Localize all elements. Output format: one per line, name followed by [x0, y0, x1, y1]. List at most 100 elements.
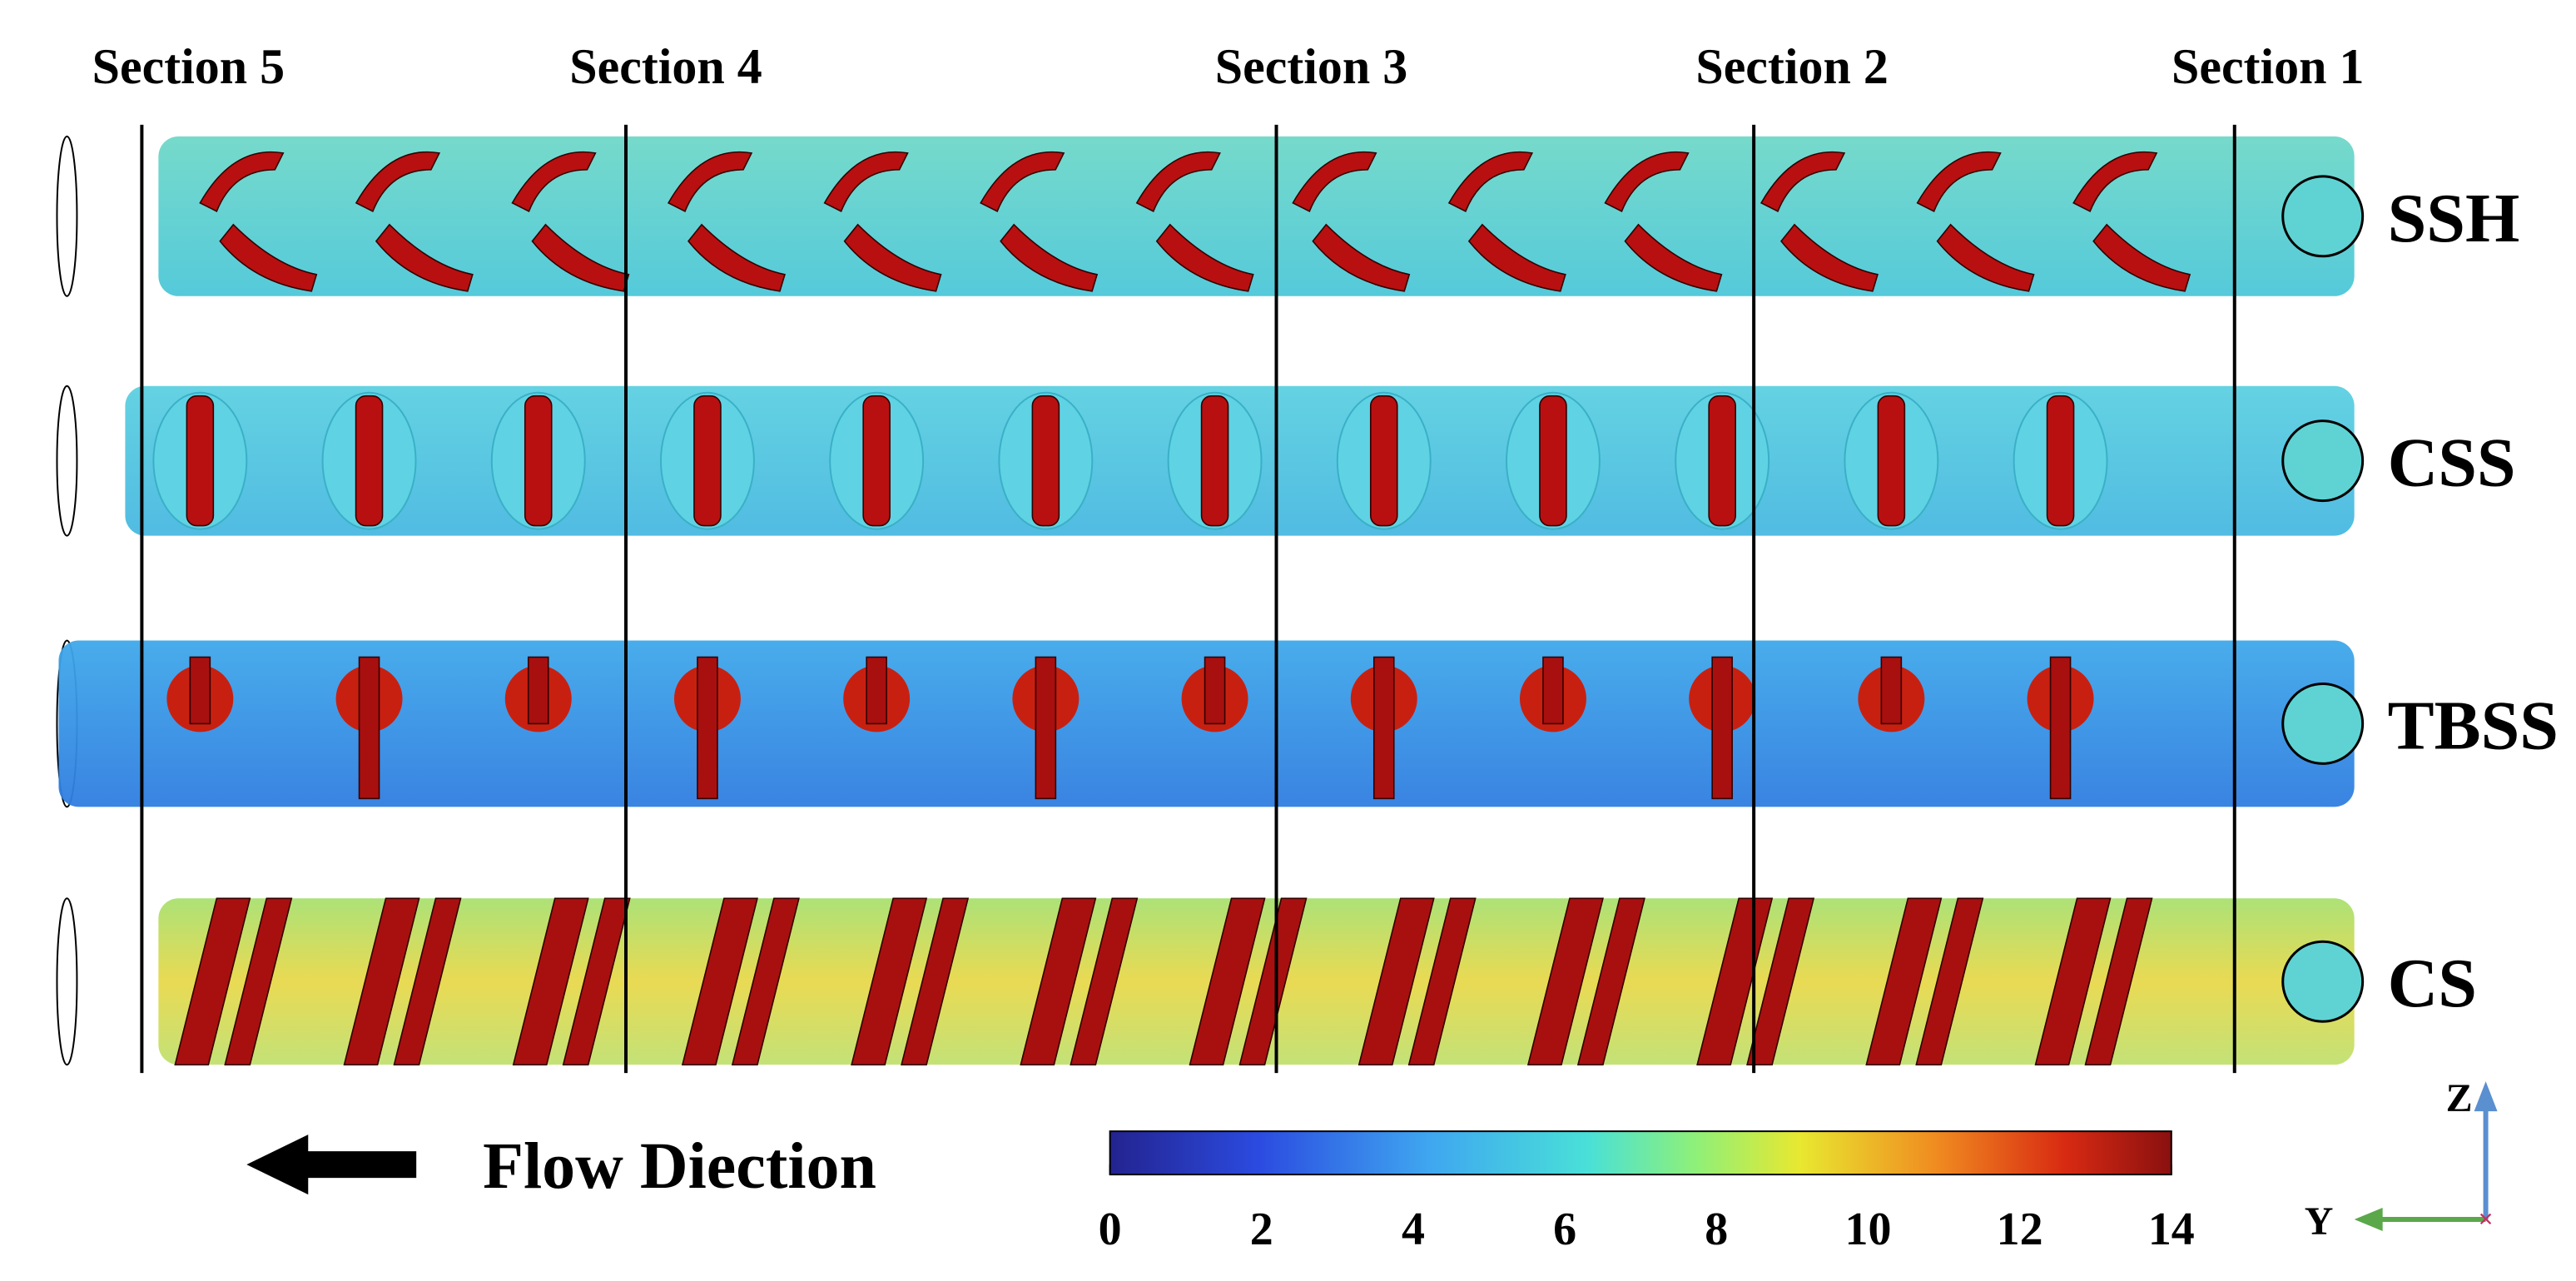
- blade: [1292, 151, 1377, 212]
- z-axis-label: Z: [2446, 1076, 2473, 1120]
- outlet-circle: [2281, 682, 2365, 765]
- blade: [174, 897, 251, 1065]
- colorbar-tick-label: 12: [1997, 1204, 2043, 1255]
- section-label: Section 3: [1215, 39, 1407, 94]
- blade: [1542, 656, 1564, 725]
- colorbar-tick-label: 14: [2148, 1204, 2195, 1255]
- section-label: Section 2: [1695, 39, 1888, 94]
- row-label: TBSS: [2388, 687, 2559, 764]
- blade: [2049, 656, 2072, 800]
- blade: [1746, 897, 1815, 1065]
- blade: [1760, 151, 1846, 212]
- blade: [1357, 897, 1435, 1065]
- inlet-ellipse: [56, 135, 78, 297]
- blade: [511, 151, 597, 212]
- blade: [2084, 897, 2153, 1065]
- section-label: Section 5: [92, 39, 285, 94]
- colorbar-tick-label: 8: [1705, 1204, 1728, 1255]
- blade: [1604, 151, 1690, 212]
- blade: [901, 897, 970, 1065]
- simulation-rows: [56, 135, 2365, 1066]
- section-label: Section 1: [2171, 39, 2364, 94]
- blade: [358, 656, 380, 800]
- inlet-ellipse: [56, 385, 78, 537]
- blade: [1467, 223, 1566, 292]
- blade: [224, 897, 293, 1065]
- blade: [189, 656, 211, 725]
- blade: [1877, 395, 1906, 527]
- colorbar-tick-label: 4: [1402, 1204, 1425, 1255]
- blade: [1865, 897, 1943, 1065]
- blade: [1200, 395, 1229, 527]
- blade: [823, 151, 909, 212]
- blade: [1189, 897, 1266, 1065]
- blade: [866, 656, 887, 725]
- blade: [1916, 151, 2002, 212]
- blade: [1312, 223, 1411, 292]
- blade: [1000, 223, 1099, 292]
- section-label: Section 4: [569, 39, 762, 94]
- blade: [343, 897, 420, 1065]
- blade: [527, 656, 549, 725]
- flow-arrow: [246, 1135, 417, 1195]
- blade: [1204, 656, 1226, 725]
- x-axis-marker: ×: [2478, 1204, 2493, 1234]
- blade: [1372, 656, 1395, 800]
- blade: [219, 223, 318, 292]
- colorbar-tick-label: 0: [1099, 1204, 1122, 1255]
- blade: [687, 223, 786, 292]
- blade: [843, 223, 942, 292]
- blade: [667, 151, 753, 212]
- blade: [355, 151, 441, 212]
- blade: [2046, 395, 2075, 527]
- blade: [562, 897, 631, 1065]
- blade: [1238, 897, 1308, 1065]
- row-label: CS: [2388, 945, 2477, 1022]
- blade: [512, 897, 589, 1065]
- blade: [1880, 656, 1903, 725]
- blade: [2092, 223, 2191, 292]
- blade: [681, 897, 758, 1065]
- blade: [1780, 223, 1879, 292]
- blade: [980, 151, 1065, 212]
- row-label: SSH: [2388, 180, 2520, 257]
- blade: [1135, 151, 1221, 212]
- y-arrowhead: [2354, 1208, 2383, 1232]
- blade: [697, 656, 718, 800]
- blade: [1539, 395, 1567, 527]
- blade: [355, 395, 384, 527]
- blade: [1624, 223, 1723, 292]
- blade: [1070, 897, 1139, 1065]
- blade: [1155, 223, 1254, 292]
- z-arrowhead: [2474, 1081, 2498, 1112]
- blade: [2034, 897, 2112, 1065]
- blade: [851, 897, 928, 1065]
- y-axis-label: Y: [2305, 1199, 2334, 1244]
- blade: [199, 151, 285, 212]
- blade: [1576, 897, 1645, 1065]
- blade: [693, 395, 722, 527]
- inlet-ellipse: [56, 897, 78, 1066]
- blade: [731, 897, 800, 1065]
- outlet-circle: [2281, 420, 2365, 503]
- outlet-circle: [2281, 175, 2365, 258]
- blade: [2072, 151, 2158, 212]
- blade: [1711, 656, 1733, 800]
- blade: [531, 223, 630, 292]
- blade: [1915, 897, 1984, 1065]
- blade: [186, 395, 215, 527]
- blade: [1447, 151, 1534, 212]
- colorbar-tick-label: 10: [1844, 1204, 1891, 1255]
- blade: [1526, 897, 1604, 1065]
- blade: [1936, 223, 2035, 292]
- labels: SSH CSS TBSS CS Section 5 Section 4 Section 3 S…: [92, 39, 2559, 1255]
- colorbar-tick-label: 6: [1553, 1204, 1576, 1255]
- flow-direction: Flow Diection: [483, 1130, 876, 1203]
- blade: [375, 223, 474, 292]
- colorbar: [1109, 1130, 2172, 1176]
- blade: [1369, 395, 1398, 527]
- blade: [1020, 897, 1097, 1065]
- outlet-circle: [2281, 940, 2365, 1023]
